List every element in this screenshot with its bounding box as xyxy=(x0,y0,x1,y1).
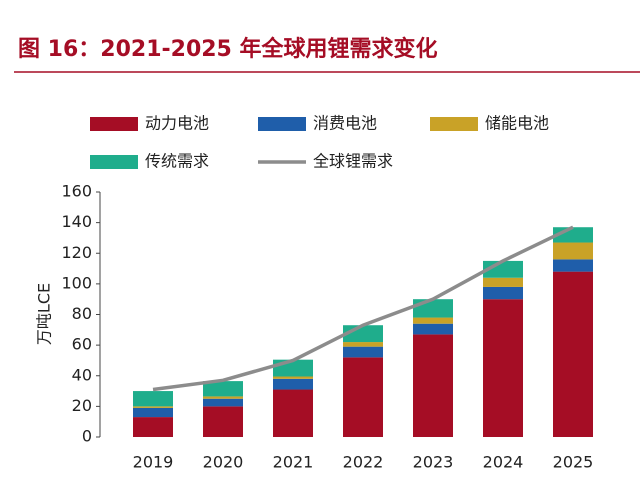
y-tick-label: 40 xyxy=(72,365,92,384)
legend-label: 储能电池 xyxy=(485,114,549,133)
y-tick-label: 0 xyxy=(82,427,92,446)
x-tick-label: 2024 xyxy=(483,453,524,472)
legend-label: 动力电池 xyxy=(145,114,209,133)
y-tick-label: 60 xyxy=(72,335,92,354)
y-tick-label: 80 xyxy=(72,304,92,323)
bar-segment xyxy=(483,286,523,300)
bar-segment xyxy=(133,391,173,407)
bar-segment xyxy=(343,346,383,358)
legend-label: 传统需求 xyxy=(145,152,209,171)
bar-segment xyxy=(273,378,313,390)
bar-segment xyxy=(133,406,173,408)
legend-swatch xyxy=(90,117,138,131)
x-tick-label: 2025 xyxy=(553,453,594,472)
bar-segment xyxy=(413,299,453,318)
bar-segment xyxy=(203,381,243,397)
bar-segment xyxy=(203,406,243,437)
bar-segment xyxy=(553,242,593,260)
legend-label: 消费电池 xyxy=(313,114,377,133)
y-tick-label: 160 xyxy=(61,182,92,201)
bar-segment xyxy=(413,317,453,324)
y-tick-label: 100 xyxy=(61,273,92,292)
x-tick-label: 2022 xyxy=(343,453,384,472)
bar-segment xyxy=(133,407,173,418)
x-tick-label: 2023 xyxy=(413,453,454,472)
x-tick-label: 2020 xyxy=(203,453,244,472)
bar-segment xyxy=(553,271,593,437)
x-tick-label: 2019 xyxy=(133,453,174,472)
bar-segment xyxy=(273,376,313,379)
legend-swatch xyxy=(430,117,478,131)
bar-segment xyxy=(483,277,523,287)
bar-segment xyxy=(413,323,453,335)
legend-swatch xyxy=(258,117,306,131)
total-line xyxy=(152,225,574,392)
bar-segment xyxy=(413,334,453,437)
bar-segment xyxy=(273,389,313,437)
bar-segment xyxy=(203,396,243,399)
y-axis-label: 万吨LCE xyxy=(35,283,54,345)
legend-label: 全球锂需求 xyxy=(313,152,393,171)
legend-swatch xyxy=(90,155,138,169)
y-tick-label: 140 xyxy=(61,212,92,231)
bar-segment xyxy=(343,357,383,437)
y-tick-label: 120 xyxy=(61,243,92,262)
chart-title: 图 16：2021-2025 年全球用锂需求变化 xyxy=(18,36,438,62)
bar-segment xyxy=(343,342,383,347)
x-tick-label: 2021 xyxy=(273,453,314,472)
y-tick-label: 20 xyxy=(72,396,92,415)
bar-segment xyxy=(203,398,243,407)
bar-segment xyxy=(483,299,523,437)
bar-segment xyxy=(553,259,593,272)
bar-segment xyxy=(133,417,173,437)
